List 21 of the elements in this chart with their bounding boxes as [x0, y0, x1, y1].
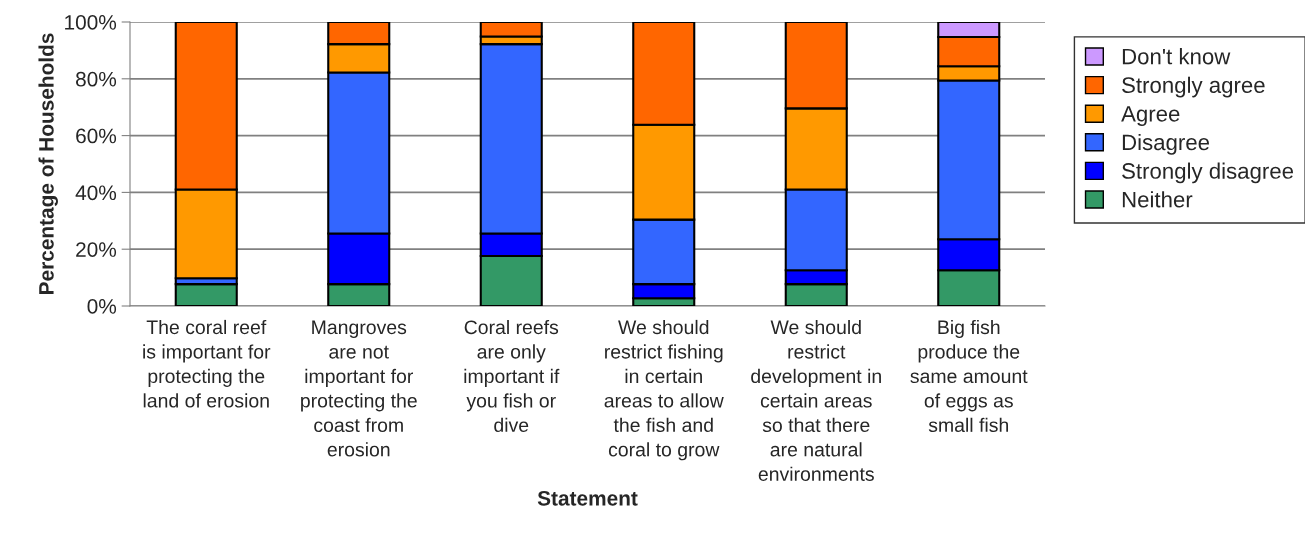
y-tick-label: 20% — [76, 242, 117, 257]
y-axis-title: Percentage of Households — [38, 33, 58, 294]
y-tick-label: 0% — [87, 299, 117, 314]
x-tick-label: Big fish produce the same amount of eggs as small fish — [910, 319, 1028, 433]
bar — [174, 283, 238, 306]
legend-label: Agree — [1121, 106, 1180, 127]
x-axis-title: Statement — [537, 490, 638, 506]
y-tick-label: 40% — [75, 185, 117, 201]
x-tick-label: We should restrict fishing in certain areas to allow the fish and coral to grow — [604, 319, 724, 461]
x-tick-label: Coral reefs are only important if you fish or dive — [464, 319, 560, 433]
x-tick-label: The coral reef is important for protecting the land of erosion — [143, 319, 271, 408]
x-tick-label: We should restrict development in certain areas so that there are natural environments — [751, 319, 881, 481]
legend-label: Disagree — [1122, 133, 1210, 155]
legend-label: Neither — [1122, 191, 1193, 208]
y-tick-label: 80% — [76, 71, 117, 87]
legend-label: Strongly disagree — [1122, 162, 1294, 184]
legend-label: Strongly agree — [1122, 76, 1265, 98]
legend-label: Don't know — [1122, 48, 1231, 65]
y-tick-label: 100% — [65, 15, 117, 30]
x-tick-label: Mangroves are not important for protecting the coast from erosion — [301, 320, 417, 457]
y-tick-label: 60% — [76, 128, 117, 144]
